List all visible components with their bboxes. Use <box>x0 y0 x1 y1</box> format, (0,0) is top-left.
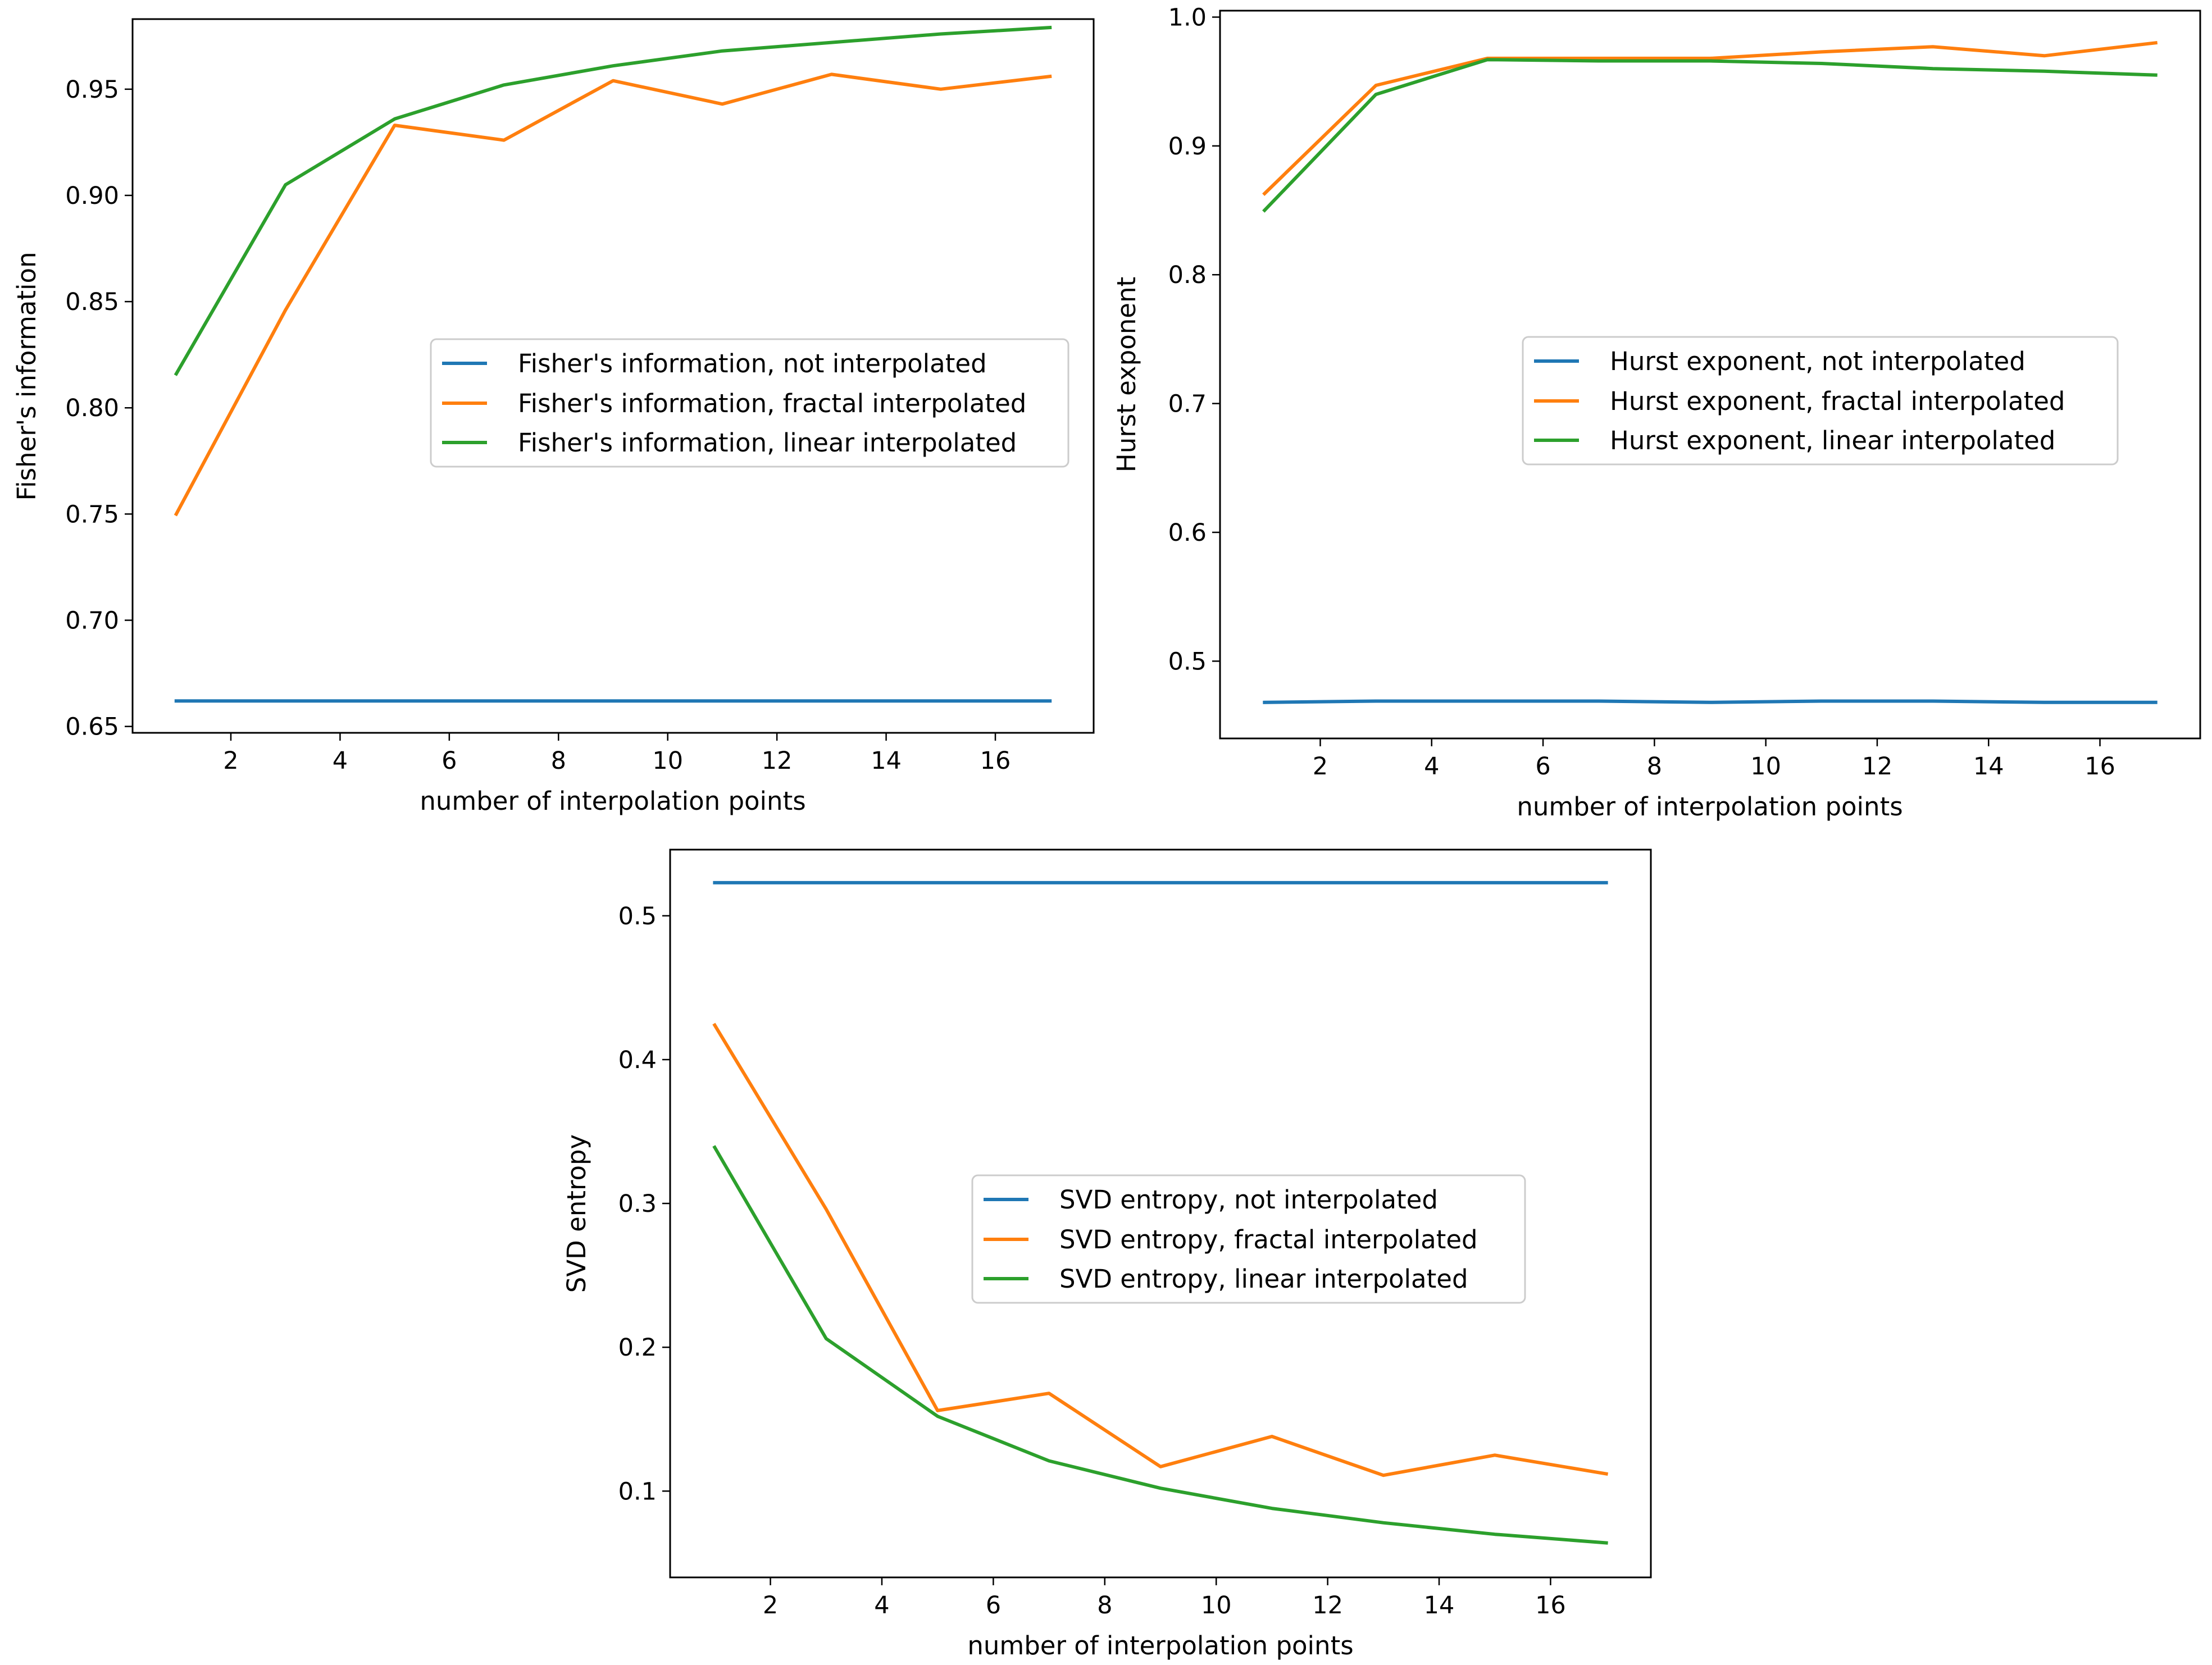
fisher-series-lines <box>174 25 1052 703</box>
svd-x-tick-label: 6 <box>986 1591 1001 1620</box>
svd-y-tick-label: 0.1 <box>618 1477 657 1506</box>
svd-series-line-1 <box>712 1023 1609 1477</box>
fisher-x-tick-label: 8 <box>551 747 566 775</box>
svd-x-tick-label: 16 <box>1535 1591 1566 1620</box>
fisher-series-line-2 <box>174 25 1052 376</box>
fisher-y-tick-label: 0.65 <box>65 713 119 741</box>
hurst-legend-label-0: Hurst exponent, not interpolated <box>1610 346 2026 376</box>
hurst-x-axis-label: number of interpolation points <box>1517 792 1902 822</box>
fisher-y-tick-label: 0.70 <box>65 607 119 635</box>
svd-x-tick-label: 4 <box>874 1591 889 1620</box>
svd-y-tick-label: 0.5 <box>618 902 657 930</box>
svd-series-lines <box>712 881 1609 1545</box>
fisher-y-tick-label: 0.90 <box>65 182 119 210</box>
hurst-y-axis-label: Hurst exponent <box>1112 277 1141 472</box>
hurst-x-tick-label: 12 <box>1862 752 1893 781</box>
fisher-x-ticks: 2 4 6 8 10 12 14 16 <box>223 733 1011 775</box>
svd-legend-label-0: SVD entropy, not interpolated <box>1059 1185 1438 1215</box>
fisher-y-ticks: 0.65 0.70 0.75 0.80 0.85 0.90 0.95 <box>65 76 133 741</box>
hurst-series-line-1 <box>1262 40 2158 196</box>
fisher-y-tick-label: 0.80 <box>65 394 119 422</box>
hurst-y-tick-label: 0.8 <box>1168 261 1207 289</box>
fisher-series-line-1 <box>174 72 1052 517</box>
hurst-y-tick-label: 0.5 <box>1168 647 1207 676</box>
hurst-series-lines <box>1262 40 2158 704</box>
hurst-axes-frame <box>1219 10 2201 740</box>
svd-y-axis-label: SVD entropy <box>562 1134 591 1293</box>
fisher-y-tick-label: 0.75 <box>65 500 119 528</box>
hurst-series-line-0 <box>1263 699 2158 704</box>
svd-y-ticks: 0.1 0.2 0.3 0.4 0.5 <box>618 902 670 1506</box>
svd-x-tick-label: 12 <box>1312 1591 1343 1620</box>
fisher-legend-frame <box>430 338 1069 468</box>
fisher-x-tick-label: 14 <box>871 747 902 775</box>
hurst-y-tick-label: 0.6 <box>1168 519 1207 547</box>
fisher-y-tick-label: 0.85 <box>65 288 119 316</box>
hurst-y-tick-label: 1.0 <box>1168 3 1207 31</box>
fisher-x-tick-label: 6 <box>442 747 457 775</box>
svd-x-tick-label: 14 <box>1424 1591 1455 1620</box>
hurst-x-ticks: 2 4 6 8 10 12 14 16 <box>1313 738 2115 781</box>
fisher-legend: Fisher's information, not interpolated F… <box>430 338 1069 468</box>
fisher-legend-label-0: Fisher's information, not interpolated <box>518 349 987 378</box>
svd-x-tick-label: 2 <box>763 1591 778 1620</box>
hurst-y-ticks: 0.5 0.6 0.7 0.8 0.9 1.0 <box>1168 3 1220 676</box>
svd-legend-label-2: SVD entropy, linear interpolated <box>1059 1264 1468 1294</box>
svd-x-ticks: 2 4 6 8 10 12 14 16 <box>763 1577 1566 1620</box>
hurst-legend-frame <box>1522 336 2119 466</box>
hurst-y-tick-label: 0.7 <box>1168 390 1207 418</box>
fisher-x-axis-label: number of interpolation points <box>420 786 805 816</box>
hurst-legend-label-2: Hurst exponent, linear interpolated <box>1610 426 2055 455</box>
svd-legend-label-1: SVD entropy, fractal interpolated <box>1059 1225 1478 1255</box>
hurst-x-tick-label: 16 <box>2084 752 2115 781</box>
hurst-x-tick-label: 2 <box>1313 752 1328 781</box>
hurst-x-tick-label: 4 <box>1424 752 1439 781</box>
fisher-x-tick-label: 12 <box>762 747 793 775</box>
fisher-x-tick-label: 10 <box>652 747 683 775</box>
fisher-x-tick-label: 16 <box>980 747 1011 775</box>
svd-x-axis-label: number of interpolation points <box>967 1631 1353 1661</box>
hurst-x-tick-label: 10 <box>1750 752 1781 781</box>
svd-y-tick-label: 0.2 <box>618 1334 657 1362</box>
fisher-x-tick-label: 4 <box>333 747 348 775</box>
hurst-x-tick-label: 8 <box>1647 752 1662 781</box>
svd-y-tick-label: 0.4 <box>618 1046 657 1074</box>
fisher-information-chart: 2 4 6 8 10 12 14 16 0.65 0.70 0.75 0.80 0.85 0.90 0.9… <box>12 18 1095 816</box>
svd-legend: SVD entropy, not interpolated SVD entrop… <box>971 1174 1526 1304</box>
fisher-legend-label-1: Fisher's information, fractal interpolat… <box>518 389 1026 418</box>
svd-x-tick-label: 8 <box>1097 1591 1112 1620</box>
fisher-legend-label-2: Fisher's information, linear interpolate… <box>518 428 1017 458</box>
svd-y-tick-label: 0.3 <box>618 1190 657 1218</box>
hurst-legend-label-1: Hurst exponent, fractal interpolated <box>1610 386 2065 416</box>
fisher-axes-frame <box>131 18 1095 734</box>
hurst-x-tick-label: 6 <box>1535 752 1550 781</box>
fisher-y-tick-label: 0.95 <box>65 76 119 104</box>
hurst-legend: Hurst exponent, not interpolated Hurst e… <box>1522 336 2119 466</box>
svd-x-tick-label: 10 <box>1201 1591 1232 1620</box>
hurst-exponent-chart: 2 4 6 8 10 12 14 16 0.5 0.6 0.7 0.8 0.9 1.0 number o… <box>1112 3 2201 822</box>
svd-entropy-chart: 2 4 6 8 10 12 14 16 0.1 0.2 0.3 0.4 0.5 number of i… <box>562 849 1652 1661</box>
fisher-x-tick-label: 2 <box>223 747 238 775</box>
hurst-x-tick-label: 14 <box>1973 752 2004 781</box>
hurst-y-tick-label: 0.9 <box>1168 133 1207 161</box>
hurst-series-line-2 <box>1262 58 2158 213</box>
svd-axes-frame <box>669 849 1652 1579</box>
svd-legend-frame <box>971 1174 1526 1304</box>
svd-series-line-2 <box>712 1145 1608 1545</box>
fisher-y-axis-label: Fisher's information <box>12 252 42 500</box>
